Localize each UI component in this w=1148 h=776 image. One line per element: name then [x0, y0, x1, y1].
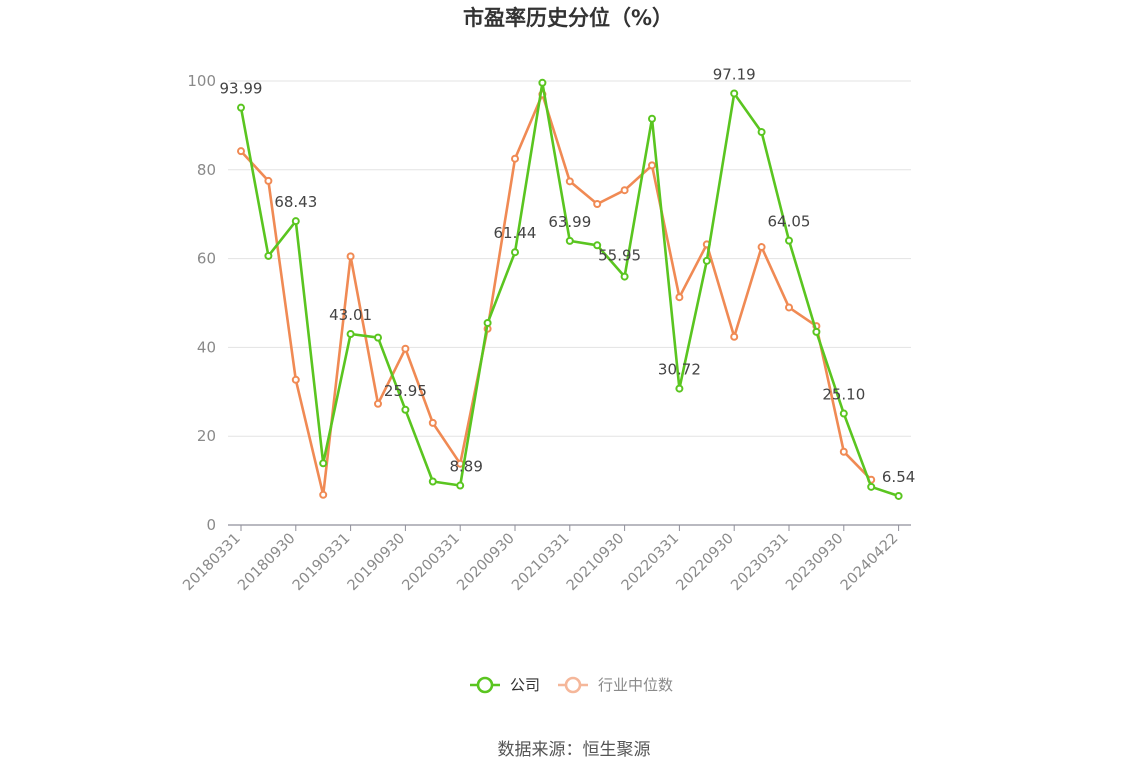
data-point[interactable]: [812, 327, 821, 336]
y-tick-label: 60: [197, 250, 216, 268]
legend-marker: [476, 676, 494, 694]
data-point[interactable]: [593, 241, 602, 250]
series-行业中位数: [237, 90, 876, 499]
data-point[interactable]: [291, 217, 300, 226]
x-tick-label: 20180331: [180, 531, 244, 595]
data-point[interactable]: [511, 248, 519, 257]
x-tick-label: 20220930: [674, 531, 738, 595]
series-公司: [237, 78, 903, 500]
y-tick-label: 0: [206, 516, 216, 534]
source-note: 数据来源：恒生聚源: [498, 740, 651, 760]
legend-marker: [564, 676, 582, 694]
data-point[interactable]: [346, 252, 355, 261]
data-point[interactable]: [593, 199, 602, 208]
data-point[interactable]: [867, 482, 876, 491]
data-point[interactable]: [702, 256, 711, 265]
data-point[interactable]: [237, 147, 245, 156]
data-point[interactable]: [237, 103, 245, 112]
x-tick-label: 20240422: [838, 531, 902, 595]
data-label: 25.95: [384, 382, 427, 400]
data-point[interactable]: [839, 409, 848, 418]
x-tick-label: 20230930: [783, 531, 847, 595]
data-point[interactable]: [648, 114, 656, 123]
data-label: 93.99: [220, 80, 263, 98]
y-tick-label: 80: [197, 161, 216, 179]
legend-label: 行业中位数: [598, 676, 673, 694]
y-tick-label: 20: [197, 427, 216, 445]
data-point[interactable]: [374, 333, 382, 342]
data-point[interactable]: [291, 375, 300, 384]
data-point[interactable]: [401, 405, 410, 414]
data-point[interactable]: [264, 251, 273, 260]
legend-item-company[interactable]: 公司: [470, 676, 540, 694]
data-label: 6.54: [882, 468, 915, 486]
data-point[interactable]: [565, 236, 574, 245]
x-tick-label: 20190930: [345, 531, 409, 595]
x-tick-label: 20210930: [564, 531, 628, 595]
data-label: 30.72: [658, 361, 701, 379]
x-tick-label: 20180930: [235, 531, 299, 595]
data-point[interactable]: [730, 332, 739, 341]
data-label: 43.01: [329, 306, 372, 324]
y-tick-label: 40: [197, 338, 216, 356]
x-tick-label: 20200930: [454, 531, 518, 595]
x-tick-label: 20190331: [290, 531, 354, 595]
x-tick-label: 20210331: [509, 531, 573, 595]
data-label: 97.19: [713, 65, 756, 83]
data-point[interactable]: [620, 272, 629, 281]
data-point[interactable]: [675, 384, 684, 393]
data-point[interactable]: [785, 236, 793, 245]
series-line: [240, 93, 873, 497]
data-point[interactable]: [374, 399, 382, 408]
x-tick-label: 20220331: [619, 531, 683, 595]
chart-title: 市盈率历史分位（%）: [463, 6, 673, 30]
data-point[interactable]: [785, 303, 793, 312]
data-point[interactable]: [401, 344, 410, 353]
data-point[interactable]: [456, 481, 465, 490]
data-point[interactable]: [894, 491, 903, 500]
data-label: 8.89: [449, 458, 482, 476]
data-label: 68.43: [274, 193, 317, 211]
legend-item-industry-median[interactable]: 行业中位数: [558, 676, 673, 694]
data-point[interactable]: [428, 477, 437, 486]
data-labels: 93.99 68.43 43.01 25.95 8.89 61.44 63.99 55.95 3…: [220, 65, 916, 485]
data-point[interactable]: [675, 293, 684, 302]
data-point[interactable]: [839, 447, 848, 456]
x-tick-label: 20230331: [728, 531, 792, 595]
data-point[interactable]: [319, 490, 328, 499]
data-point[interactable]: [428, 418, 437, 427]
data-point[interactable]: [757, 243, 766, 252]
legend[interactable]: 公司 行业中位数: [470, 676, 673, 694]
data-point[interactable]: [483, 318, 492, 327]
data-point[interactable]: [757, 128, 766, 137]
data-point[interactable]: [511, 154, 519, 163]
data-point[interactable]: [620, 186, 629, 195]
data-point[interactable]: [319, 459, 328, 468]
data-point[interactable]: [538, 78, 547, 87]
data-point[interactable]: [264, 176, 273, 185]
data-point[interactable]: [730, 89, 739, 98]
y-tick-label: 100: [187, 72, 216, 90]
legend-label: 公司: [510, 676, 540, 694]
data-point[interactable]: [346, 330, 355, 339]
grid: [228, 80, 911, 437]
data-label: 25.10: [822, 386, 865, 404]
x-tick-label: 20200331: [400, 531, 464, 595]
data-point[interactable]: [648, 161, 656, 170]
data-label: 55.95: [598, 247, 641, 265]
series-layer: [237, 78, 903, 500]
data-point[interactable]: [565, 177, 574, 186]
data-label: 63.99: [548, 213, 591, 231]
data-label: 61.44: [494, 224, 537, 242]
series-line: [239, 81, 900, 498]
data-label: 64.05: [768, 213, 811, 231]
